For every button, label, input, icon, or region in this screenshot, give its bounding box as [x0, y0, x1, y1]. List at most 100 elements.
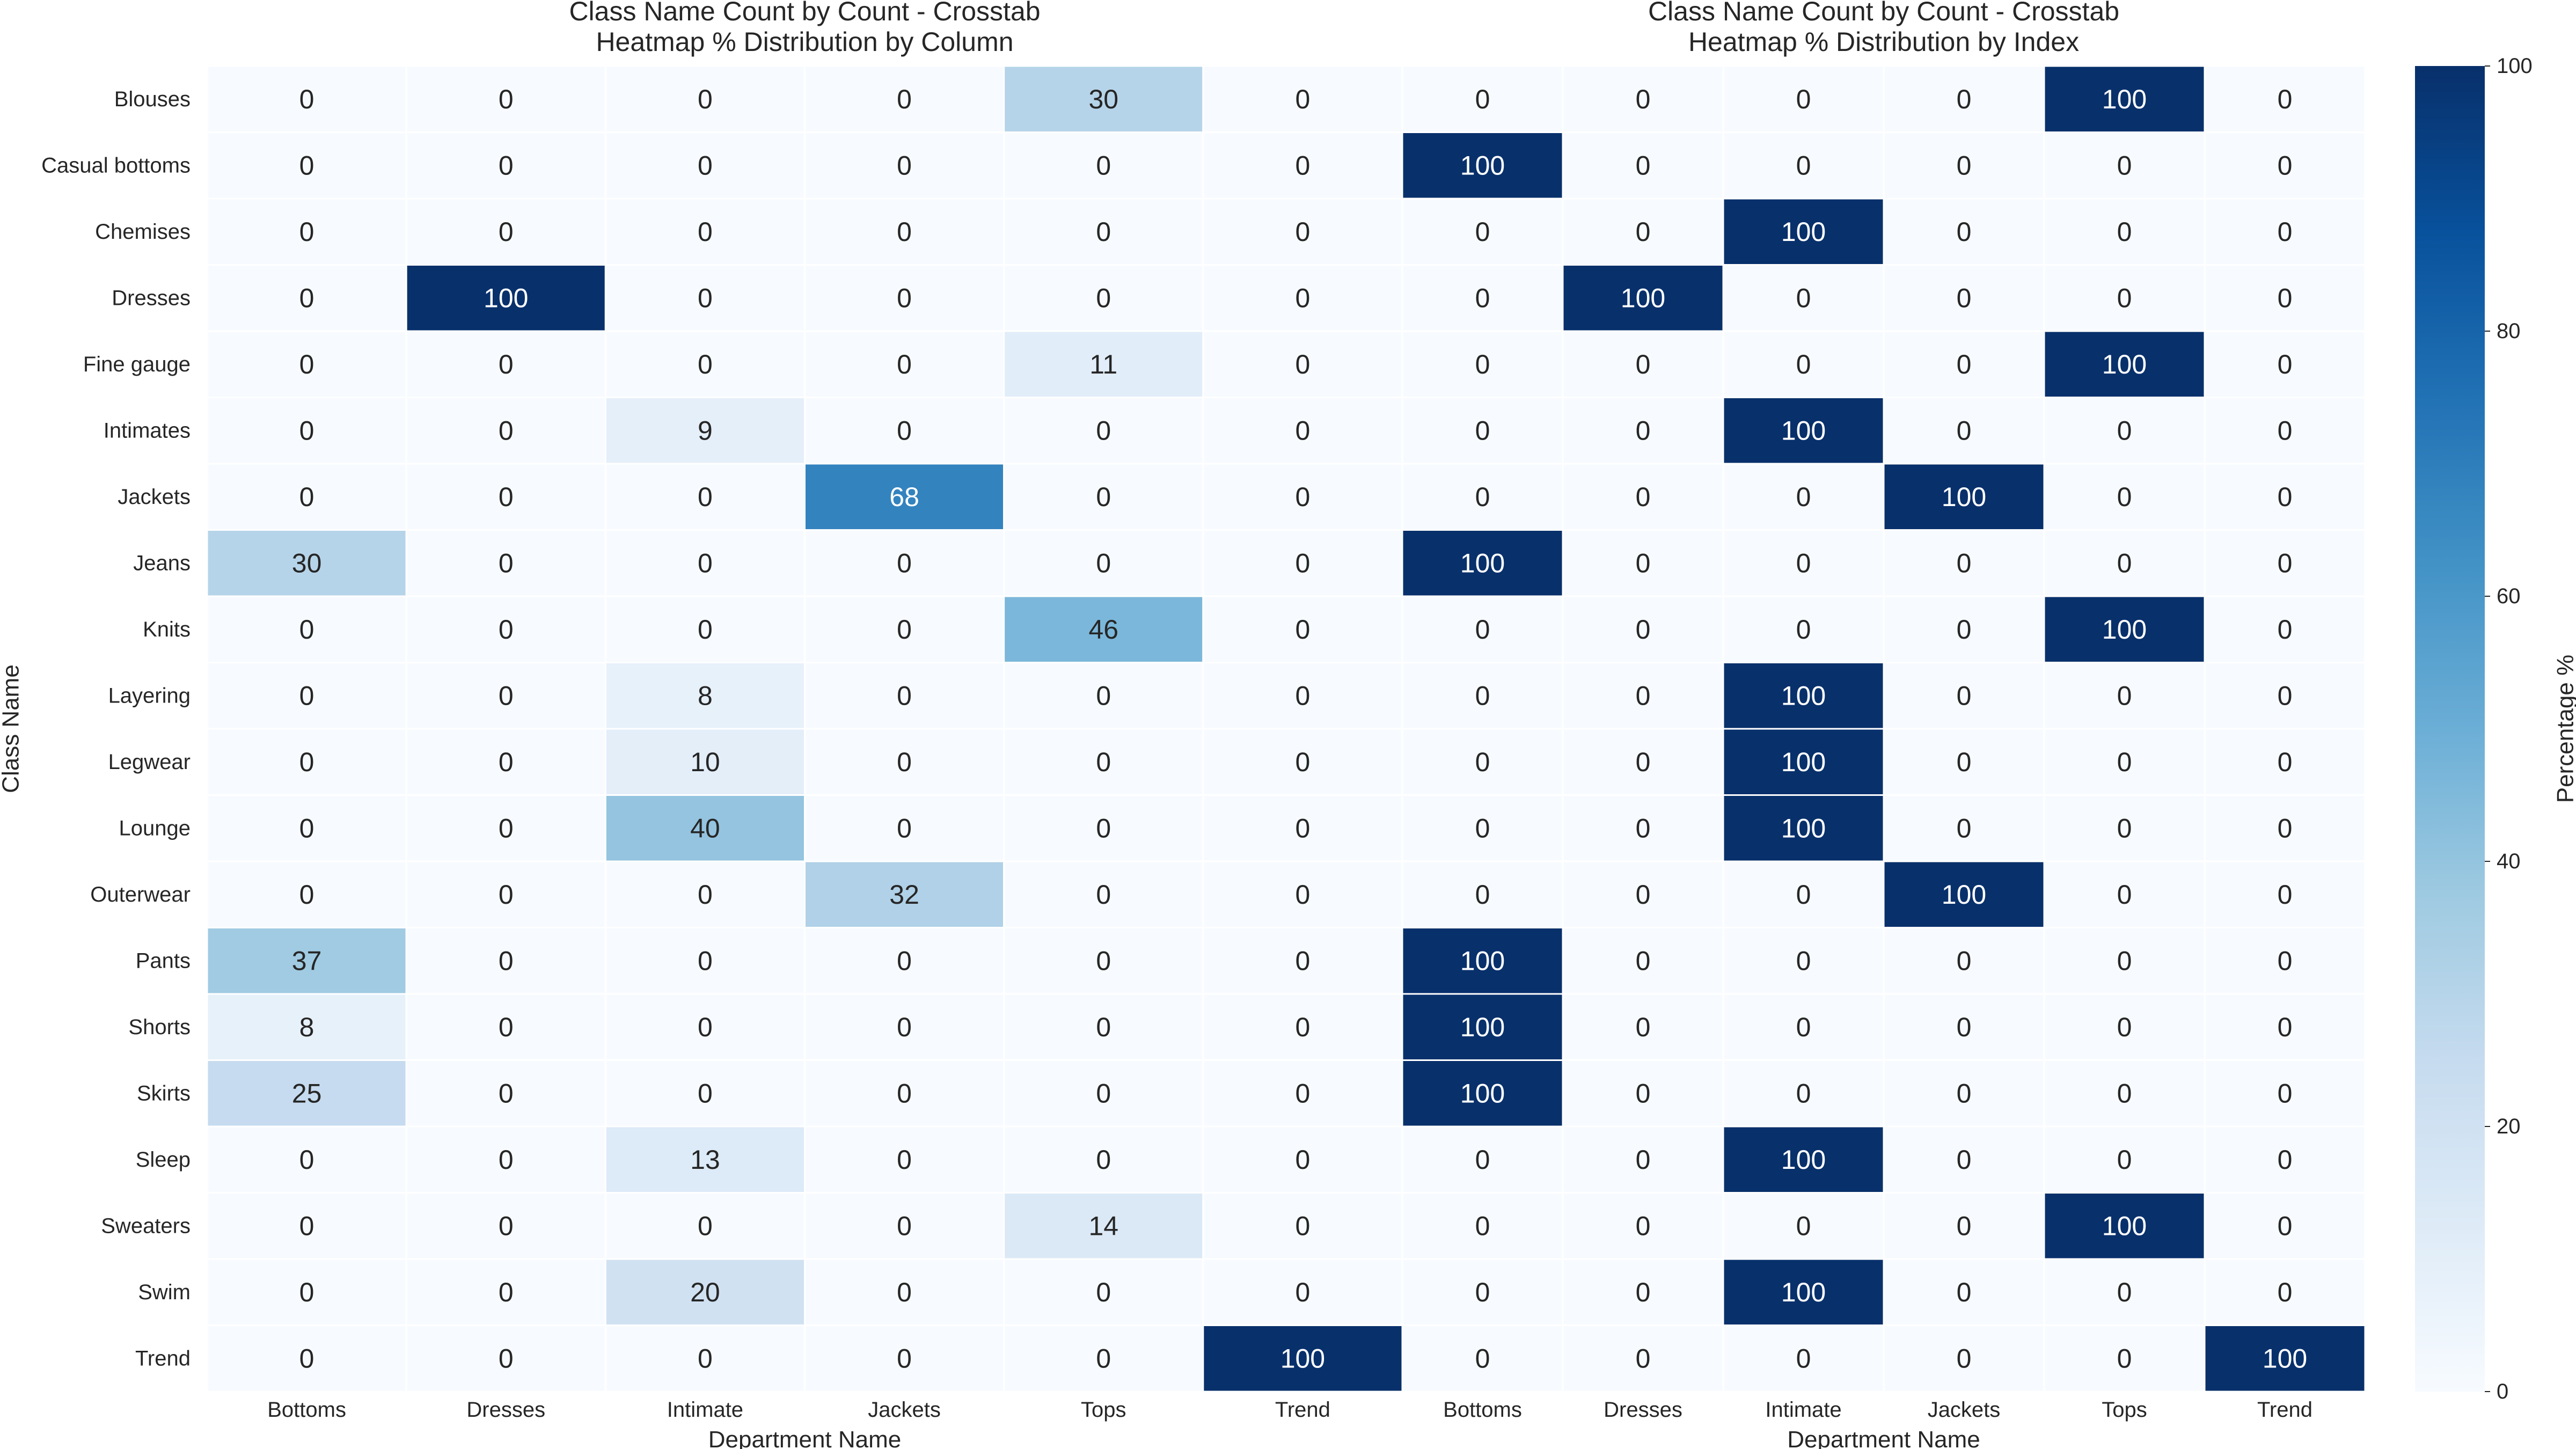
colorbar-tick-label: 60	[2497, 584, 2521, 608]
cell-value-label: 0	[1096, 946, 1111, 976]
cell-value-label: 0	[1957, 946, 1972, 976]
row-label: Jeans	[133, 551, 191, 575]
cell-value-label: 100	[1460, 1012, 1505, 1042]
cell-value-label: 0	[499, 1277, 514, 1307]
cell-value-label: 0	[2117, 813, 2132, 843]
cell-value-label: 0	[698, 1211, 713, 1241]
cell-value-label: 0	[499, 747, 514, 777]
cell-value-label: 100	[1460, 1078, 1505, 1108]
cell-value-label: 0	[2278, 1277, 2293, 1307]
cell-value-label: 0	[698, 880, 713, 910]
row-label: Knits	[143, 618, 191, 641]
cell-value-label: 32	[889, 880, 919, 910]
cell-value-label: 0	[1096, 548, 1111, 578]
row-label: Intimates	[104, 419, 191, 442]
cell-value-label: 0	[299, 1145, 314, 1175]
column-label: Tops	[1081, 1398, 1126, 1422]
cell-value-label: 0	[698, 614, 713, 645]
cell-value-label: 0	[2278, 880, 2293, 910]
cell-value-label: 0	[1296, 548, 1311, 578]
cell-value-label: 20	[690, 1277, 720, 1307]
row-label: Sweaters	[101, 1214, 191, 1238]
column-label: Dresses	[1604, 1398, 1682, 1422]
cell-value-label: 0	[1296, 880, 1311, 910]
cell-value-label: 0	[1957, 415, 1972, 445]
cell-value-label: 0	[1636, 217, 1651, 247]
cell-value-label: 0	[1796, 84, 1811, 114]
cell-value-label: 0	[1636, 880, 1651, 910]
cell-value-label: 37	[292, 946, 322, 976]
colorbar-tick-label: 0	[2497, 1380, 2508, 1403]
cell-value-label: 0	[1475, 1343, 1490, 1373]
cell-value-label: 0	[1096, 880, 1111, 910]
panel-title-line2: Heatmap % Distribution by Column	[596, 27, 1013, 57]
cell-value-label: 0	[1957, 1012, 1972, 1042]
cell-value-label: 0	[299, 84, 314, 114]
cell-value-label: 0	[1296, 1211, 1311, 1241]
colorbar-tick-label: 80	[2497, 319, 2521, 343]
cell-value-label: 0	[299, 349, 314, 379]
cell-value-label: 0	[2278, 150, 2293, 180]
cell-value-label: 68	[889, 482, 919, 512]
cell-value-label: 0	[1636, 747, 1651, 777]
cell-value-label: 30	[292, 548, 322, 578]
cell-value-label: 0	[1296, 1078, 1311, 1108]
cell-value-label: 0	[2278, 946, 2293, 976]
cell-value-label: 0	[1096, 747, 1111, 777]
cell-value-label: 0	[299, 813, 314, 843]
cell-value-label: 0	[299, 1211, 314, 1241]
cell-value-label: 0	[1636, 415, 1651, 445]
cell-value-label: 0	[897, 680, 912, 711]
cell-value-label: 0	[2278, 1012, 2293, 1042]
cell-value-label: 0	[698, 150, 713, 180]
cell-value-label: 100	[1781, 813, 1826, 843]
cell-value-label: 0	[897, 1277, 912, 1307]
cell-value-label: 0	[2117, 415, 2132, 445]
cell-value-label: 100	[1781, 415, 1826, 445]
cell-value-label: 0	[1296, 415, 1311, 445]
cell-value-label: 0	[698, 283, 713, 313]
cell-value-label: 0	[897, 1145, 912, 1175]
cell-value-label: 0	[2117, 946, 2132, 976]
cell-value-label: 0	[2117, 1078, 2132, 1108]
cell-value-label: 100	[1781, 1277, 1826, 1307]
cell-value-label: 0	[1096, 1078, 1111, 1108]
row-label: Fine gauge	[83, 353, 191, 376]
cell-value-label: 8	[698, 680, 713, 711]
cell-value-label: 0	[2278, 1145, 2293, 1175]
row-label: Layering	[108, 684, 191, 707]
cell-value-label: 0	[1296, 680, 1311, 711]
cell-value-label: 0	[1475, 747, 1490, 777]
cells-layer	[207, 66, 2365, 1392]
cell-value-label: 0	[698, 1012, 713, 1042]
cell-value-label: 25	[292, 1078, 322, 1108]
cell-value-label: 100	[1460, 150, 1505, 180]
row-label: Shorts	[128, 1015, 191, 1039]
cell-value-label: 0	[2278, 680, 2293, 711]
cell-value-label: 0	[299, 614, 314, 645]
cell-value-label: 100	[2102, 1211, 2147, 1241]
column-label: Intimate	[667, 1398, 743, 1422]
cell-value-label: 0	[2117, 880, 2132, 910]
cell-value-label: 0	[1957, 1343, 1972, 1373]
cell-value-label: 100	[1460, 946, 1505, 976]
cell-value-label: 0	[897, 1211, 912, 1241]
cell-value-label: 0	[499, 1078, 514, 1108]
row-label: Sleep	[136, 1148, 191, 1172]
cell-value-label: 0	[698, 84, 713, 114]
cell-value-label: 30	[1088, 84, 1118, 114]
cell-value-label: 0	[1636, 1277, 1651, 1307]
cell-value-label: 100	[1942, 482, 1986, 512]
panel-title-line2: Heatmap % Distribution by Index	[1688, 27, 2079, 57]
cell-value-label: 0	[1796, 548, 1811, 578]
cell-value-label: 100	[1781, 1145, 1826, 1175]
cell-value-label: 0	[897, 813, 912, 843]
cell-value-label: 0	[499, 349, 514, 379]
cell-value-label: 0	[1296, 1145, 1311, 1175]
cell-value-label: 0	[897, 1078, 912, 1108]
cell-value-label: 0	[499, 946, 514, 976]
cell-value-label: 0	[1636, 150, 1651, 180]
column-label: Trend	[2257, 1398, 2312, 1422]
cell-value-label: 100	[1621, 283, 1665, 313]
